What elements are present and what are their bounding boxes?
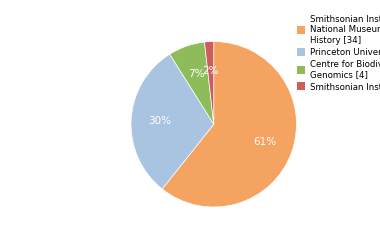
Wedge shape xyxy=(204,42,214,124)
Wedge shape xyxy=(131,54,214,189)
Text: 7%: 7% xyxy=(188,68,204,78)
Text: 61%: 61% xyxy=(253,137,276,147)
Wedge shape xyxy=(162,42,296,207)
Legend: Smithsonian Institution,
National Museum of Natural
History [34], Princeton Univ: Smithsonian Institution, National Museum… xyxy=(297,15,380,91)
Text: 30%: 30% xyxy=(149,116,171,126)
Wedge shape xyxy=(170,42,214,124)
Text: 2%: 2% xyxy=(203,66,219,76)
